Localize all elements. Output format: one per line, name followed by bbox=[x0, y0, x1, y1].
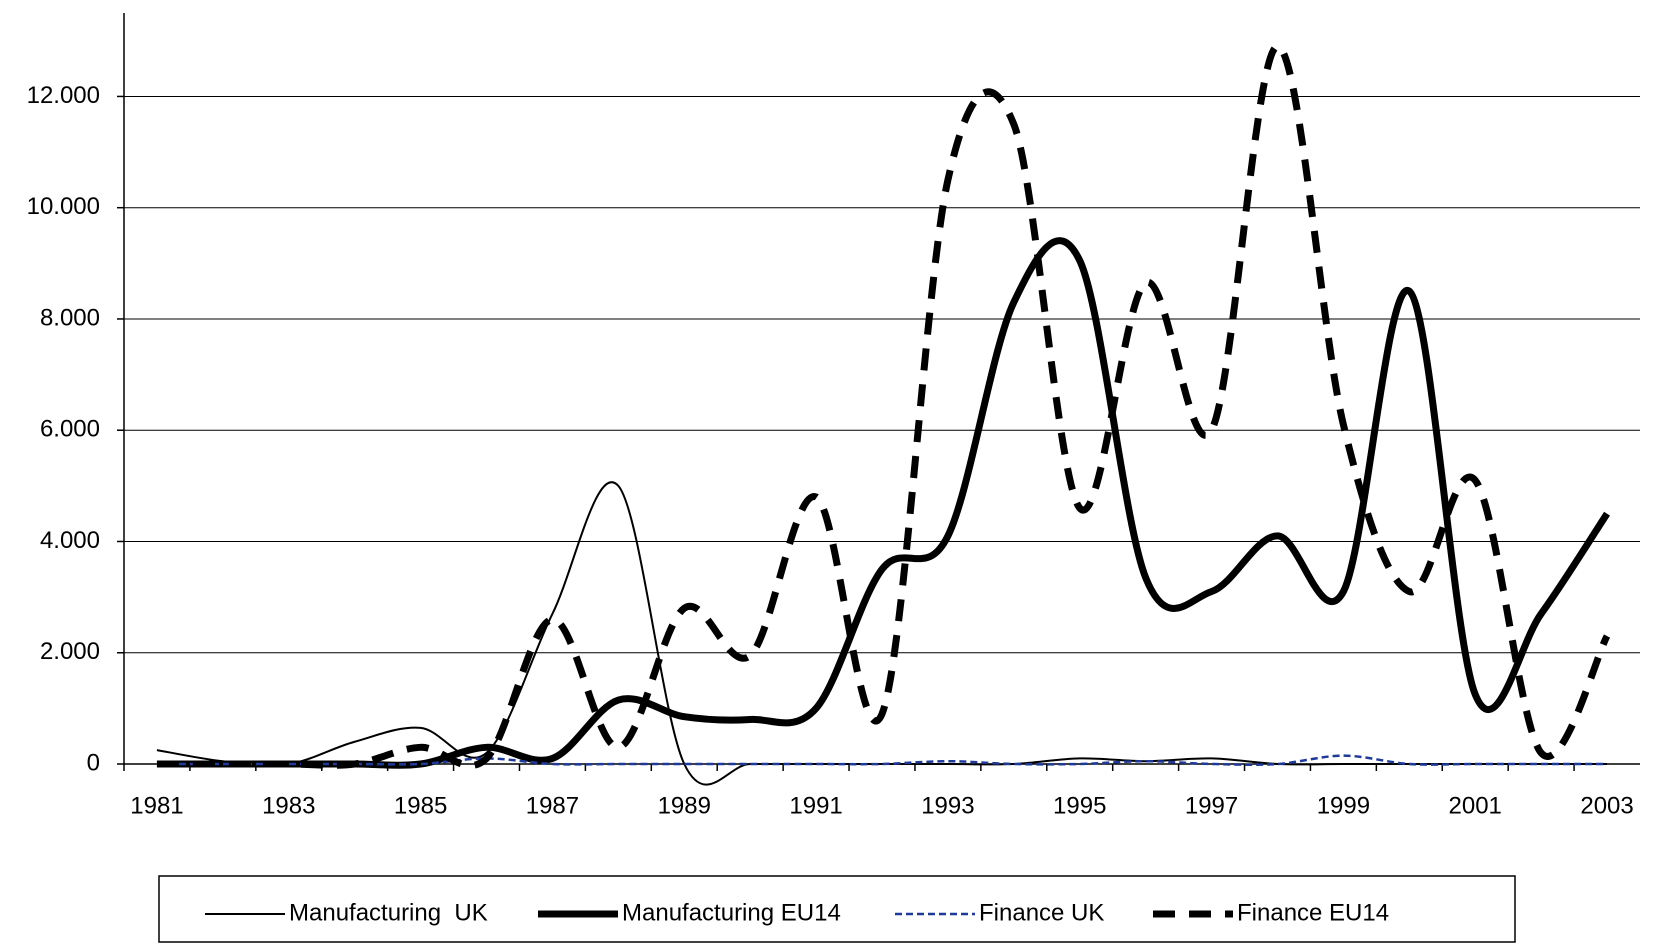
y-tick-label: 10.000 bbox=[27, 193, 100, 220]
x-tick-label: 1985 bbox=[394, 792, 447, 819]
legend-label: Manufacturing UK bbox=[289, 899, 488, 926]
x-tick-label: 1995 bbox=[1053, 792, 1106, 819]
x-tick-label: 1983 bbox=[262, 792, 315, 819]
series-line bbox=[156, 237, 1610, 769]
y-tick-label: 6.000 bbox=[40, 416, 100, 443]
series-line bbox=[156, 481, 1608, 786]
y-tick-label: 0 bbox=[87, 749, 100, 776]
x-tick-label: 1999 bbox=[1317, 792, 1370, 819]
y-tick-label: 12.000 bbox=[27, 82, 100, 109]
x-tick-label: 2003 bbox=[1580, 792, 1633, 819]
x-tick-label: 1989 bbox=[658, 792, 711, 819]
legend-label: Finance EU14 bbox=[1237, 899, 1389, 926]
legend-label: Manufacturing EU14 bbox=[622, 899, 841, 926]
series-line bbox=[156, 42, 1611, 769]
y-tick-label: 4.000 bbox=[40, 527, 100, 554]
x-tick-label: 2001 bbox=[1449, 792, 1502, 819]
legend-label: Finance UK bbox=[979, 899, 1104, 926]
x-tick-label: 1987 bbox=[526, 792, 579, 819]
x-tick-label: 1997 bbox=[1185, 792, 1238, 819]
y-tick-label: 2.000 bbox=[40, 638, 100, 665]
x-tick-label: 1981 bbox=[130, 792, 183, 819]
series-line bbox=[156, 754, 1608, 766]
y-tick-label: 8.000 bbox=[40, 304, 100, 331]
legend-box bbox=[158, 875, 1516, 943]
x-tick-label: 1991 bbox=[789, 792, 842, 819]
x-tick-label: 1993 bbox=[921, 792, 974, 819]
